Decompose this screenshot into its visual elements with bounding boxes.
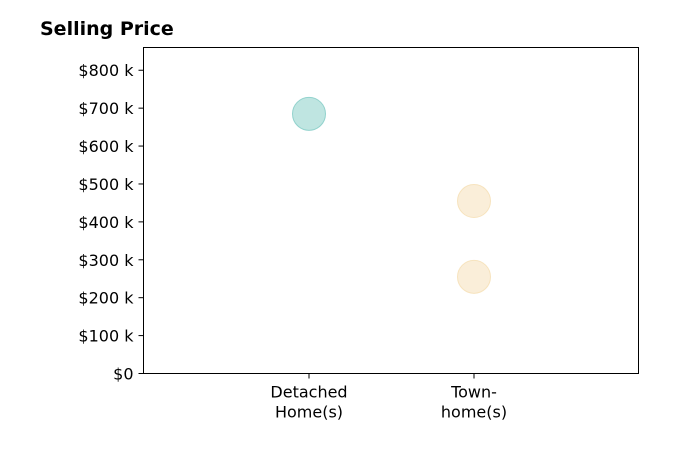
y-tick-label: $400 k bbox=[78, 213, 134, 232]
y-tick-label: $800 k bbox=[78, 61, 134, 80]
y-tick-label: $700 k bbox=[78, 99, 134, 118]
y-tick-label: $600 k bbox=[78, 137, 134, 156]
chart-title: Selling Price bbox=[40, 18, 174, 40]
data-point bbox=[457, 184, 491, 219]
x-tick-label: Detached Home(s) bbox=[270, 383, 347, 422]
y-tick-label: $0 bbox=[113, 365, 133, 384]
y-tick-label: $100 k bbox=[78, 327, 134, 346]
x-tick-label: Town-home(s) bbox=[441, 383, 507, 422]
plot-frame bbox=[143, 47, 639, 374]
data-point bbox=[457, 259, 491, 294]
data-point bbox=[292, 96, 326, 131]
y-tick-label: $500 k bbox=[78, 175, 134, 194]
y-tick-label: $200 k bbox=[78, 289, 134, 308]
y-tick-label: $300 k bbox=[78, 251, 134, 270]
